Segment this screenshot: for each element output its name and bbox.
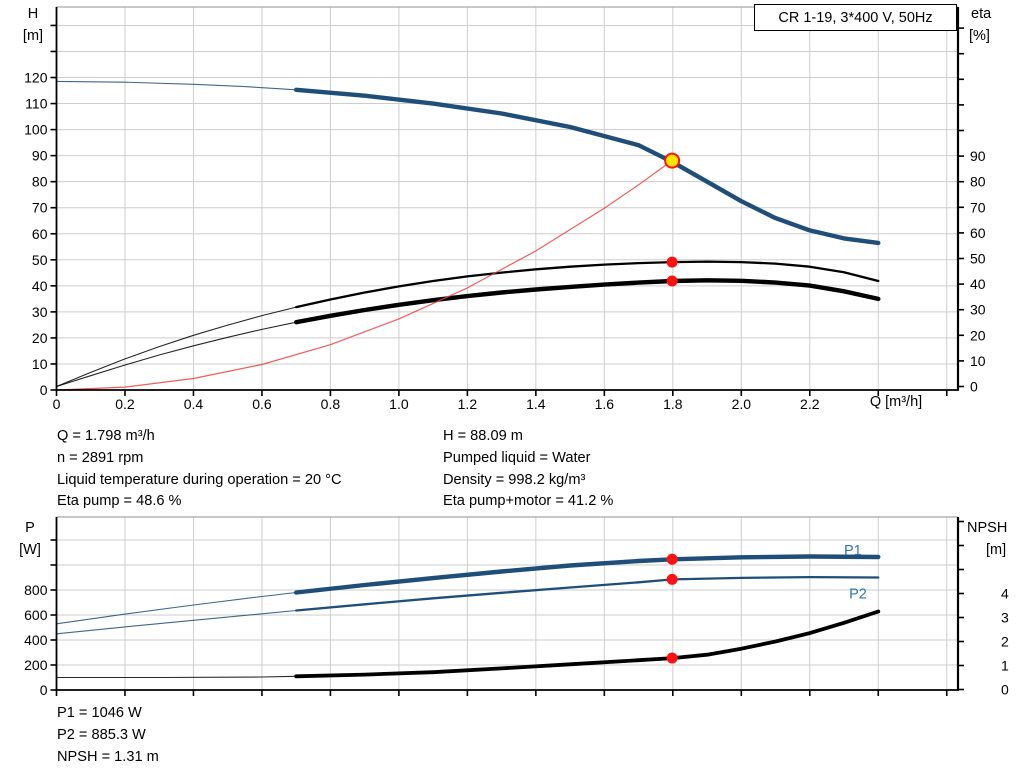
right-tick-label: 60 (970, 225, 986, 241)
y-right-axis-label: NPSH (967, 520, 1007, 536)
info-temperature: Liquid temperature during operation = 20… (57, 471, 342, 488)
right-tick-label: 50 (970, 251, 986, 267)
p2-curve-thin (55, 609, 297, 635)
left-tick-label: 10 (32, 356, 48, 372)
left-tick-label: 200 (24, 657, 48, 673)
x-tick-label: 1.6 (595, 396, 615, 412)
info-npsh: NPSH = 1.31 m (57, 748, 159, 765)
x-tick-label: 1.8 (663, 396, 683, 412)
info-flow: Q = 1.798 m³/h (57, 428, 155, 444)
left-tick-label: 0 (40, 382, 48, 398)
right-tick-label: 90 (970, 148, 986, 164)
right-tick-label: 3 (1001, 610, 1009, 626)
info-p2: P2 = 885.3 W (57, 726, 146, 743)
gridlines (56, 7, 958, 390)
left-tick-label: 30 (32, 304, 48, 320)
y-left-axis-label: P (25, 520, 35, 536)
right-tick-label: 1 (1001, 658, 1009, 674)
x-tick-label: 1.2 (458, 396, 478, 412)
left-tick-label: 0 (40, 682, 48, 698)
y-left-axis-label: [W] (19, 542, 41, 558)
x-tick-label: 0.2 (115, 396, 135, 412)
npsh-marker (666, 652, 678, 664)
x-axis-label: Q [m³/h] (870, 394, 922, 410)
right-tick-label: 80 (970, 174, 986, 190)
eta-pump-motor-marker (666, 275, 678, 287)
y-left-axis-label: H (28, 6, 38, 22)
left-tick-label: 110 (25, 96, 48, 112)
info-eta-pump: Eta pump = 48.6 % (57, 493, 182, 510)
left-tick-label: 800 (24, 582, 48, 598)
info-eta-pump-motor: Eta pump+motor = 41.2 % (443, 493, 614, 510)
chart-title-box: CR 1-19, 3*400 V, 50Hz (754, 4, 957, 31)
x-tick-label: 2.0 (732, 396, 752, 412)
left-tick-label: 120 (24, 70, 48, 86)
y-right-axis-label: [m] (986, 542, 1006, 558)
info-speed: n = 2891 rpm (57, 449, 144, 466)
p2-curve (295, 575, 880, 612)
info-p1: P1 = 1046 W (57, 705, 142, 721)
x-tick-label: 1.4 (526, 396, 546, 412)
right-tick-label: 20 (970, 327, 986, 343)
left-tick-label: 600 (24, 607, 48, 623)
p2-marker (666, 573, 678, 585)
curve-label-p2: P2 (849, 587, 867, 603)
operating-point-info-right: H = 88.09 m Pumped liquid = Water Densit… (443, 426, 613, 513)
left-tick-label: 50 (32, 252, 48, 268)
x-tick-label: 0 (53, 396, 61, 412)
x-tick-label: 0.8 (321, 396, 341, 412)
y-right-axis-label: eta (971, 6, 992, 22)
plot-background (56, 7, 958, 390)
x-tick-label: 0.6 (252, 396, 272, 412)
x-tick-label: 2.2 (800, 396, 820, 412)
y-left-axis-label: [m] (23, 28, 43, 44)
duty-point-marker (664, 152, 681, 169)
right-tick-label: 0 (1001, 682, 1009, 698)
p1-curve-thin (55, 591, 297, 625)
curve-label-p1: P1 (844, 543, 862, 559)
x-tick-label: 0.4 (184, 396, 204, 412)
right-tick-label: 2 (1001, 634, 1009, 650)
power-info: P1 = 1046 W P2 = 885.3 W NPSH = 1.31 m (57, 703, 159, 768)
p1-curve (294, 554, 881, 595)
right-tick-label: 40 (970, 276, 986, 292)
left-tick-label: 70 (32, 200, 48, 216)
left-tick-label: 100 (24, 122, 48, 138)
info-head: H = 88.09 m (443, 428, 523, 444)
eta-pump-motor-curve-thin (55, 321, 297, 388)
eta-pump-marker (666, 256, 678, 268)
gridlines (56, 517, 958, 690)
system-curve-thin (55, 160, 673, 391)
p1-marker (666, 553, 678, 565)
right-tick-label: 4 (1001, 586, 1009, 602)
left-tick-label: 80 (32, 174, 48, 190)
operating-point-info-left: Q = 1.798 m³/h n = 2891 rpm Liquid tempe… (57, 426, 342, 513)
npsh-curve-thin (55, 675, 297, 679)
eta-pump-curve (295, 260, 880, 309)
right-tick-label: 10 (970, 353, 986, 369)
info-density: Density = 998.2 kg/m³ (443, 471, 586, 488)
left-tick-label: 60 (32, 226, 48, 242)
left-tick-label: 90 (32, 148, 48, 164)
x-tick-label: 1.0 (389, 396, 409, 412)
y-right-axis-label: [%] (969, 28, 990, 44)
head-curve-thin (55, 80, 297, 91)
eta-pump-motor-curve (294, 278, 881, 325)
plot-background (56, 517, 958, 690)
power-chart: P1 P2 0 200 400 600 800 0 1 2 3 4 P [W] NPSH [m] (19, 516, 1009, 698)
left-tick-label: 400 (24, 632, 48, 648)
qh-chart: 0 10 20 30 40 50 60 70 80 90 100 110 120 0 10 20 30 40 50 6… (23, 6, 992, 412)
eta-pump-curve-thin (55, 306, 297, 388)
left-tick-label: 40 (32, 278, 48, 294)
right-tick-label: 0 (970, 379, 978, 395)
right-tick-label: 30 (970, 302, 986, 318)
chart-title: CR 1-19, 3*400 V, 50Hz (778, 9, 933, 26)
right-tick-label: 70 (970, 199, 986, 215)
left-tick-label: 20 (32, 330, 48, 346)
info-liquid: Pumped liquid = Water (443, 449, 591, 466)
